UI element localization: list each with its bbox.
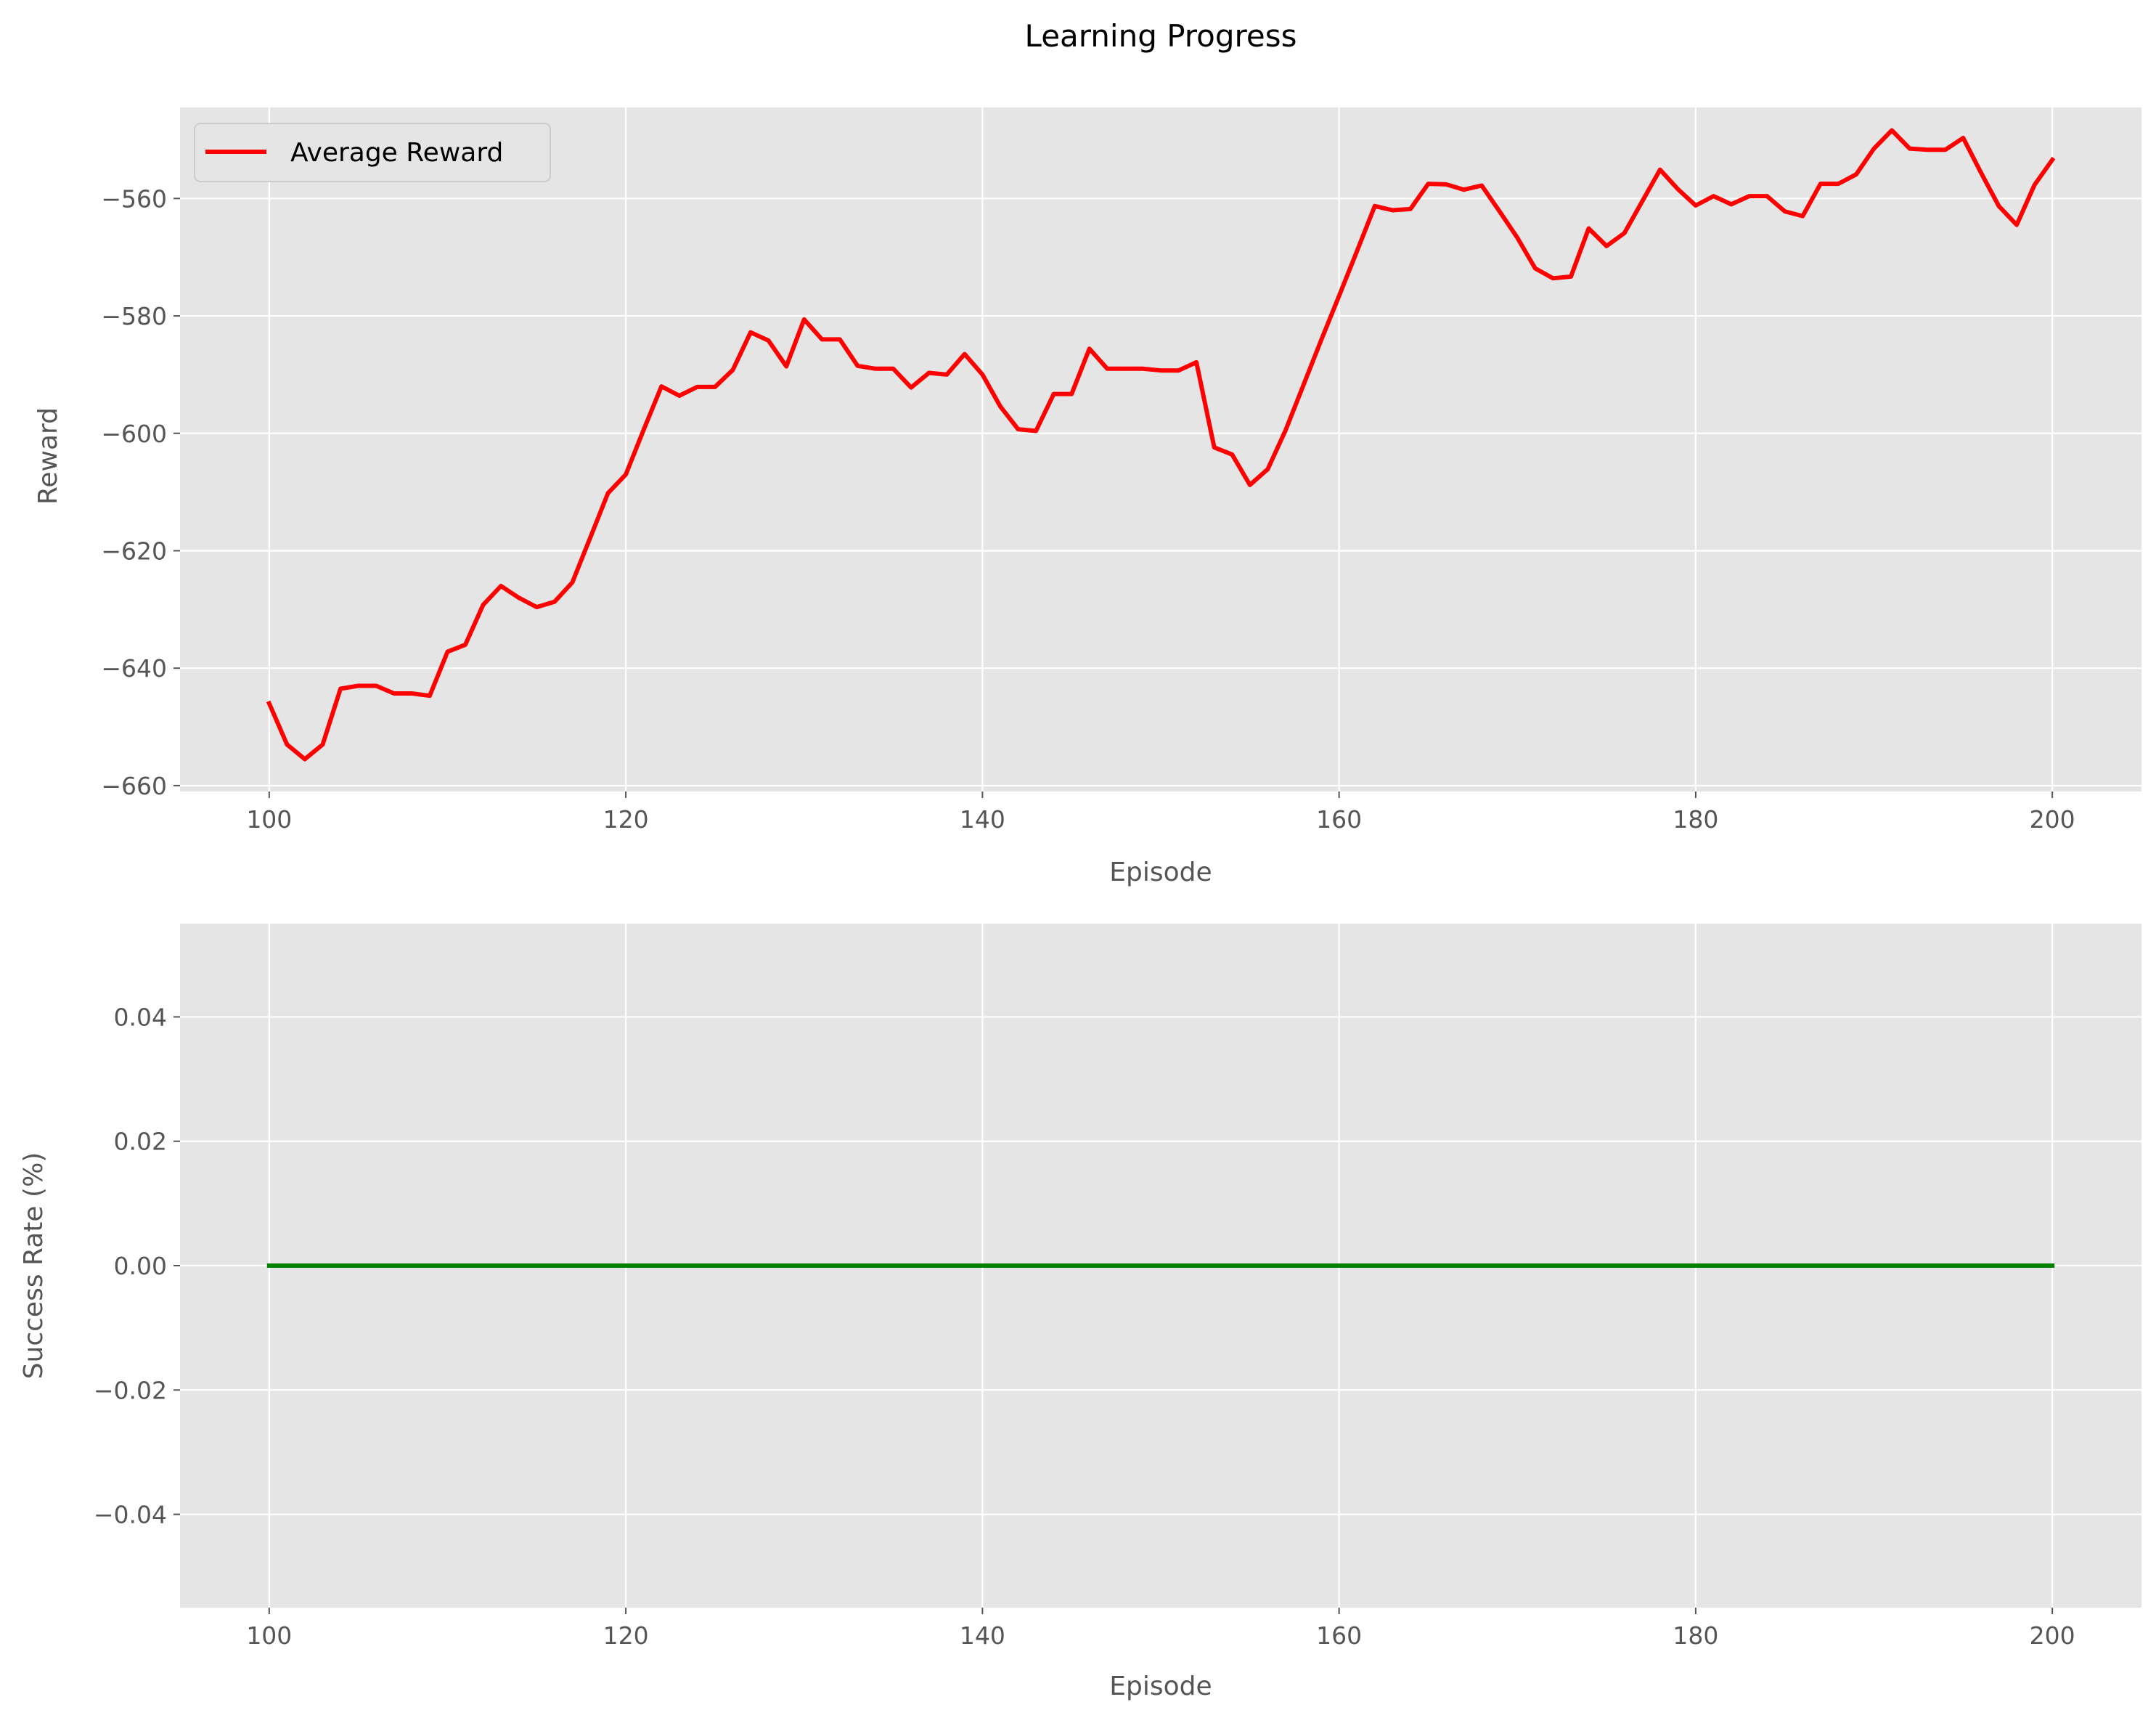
success-x-axis-label: Episode xyxy=(1109,1672,1212,1701)
reward-plot-area xyxy=(180,107,2141,791)
success-x-tick-label: 160 xyxy=(1316,1621,1362,1650)
success-x-tick-label: 180 xyxy=(1673,1621,1718,1650)
success-y-tick-label: 0.00 xyxy=(114,1252,167,1280)
legend: Average Reward xyxy=(194,123,551,182)
reward-x-tick-label: 160 xyxy=(1316,805,1362,834)
success-y-tick-label: −0.02 xyxy=(94,1376,167,1404)
reward-y-tick-label: −640 xyxy=(101,654,167,683)
legend-label-average-reward: Average Reward xyxy=(290,138,503,168)
reward-subplot: 100 120 140 160 180 200 −660−640−620−600−580−… xyxy=(33,107,2141,887)
success-y-tick-label: −0.04 xyxy=(94,1501,167,1529)
reward-y-tick-label: −660 xyxy=(101,772,167,800)
figure-title: Learning Progress xyxy=(1025,18,1297,54)
reward-x-tick-label: 120 xyxy=(603,805,649,834)
success-y-tick-label: 0.02 xyxy=(114,1128,167,1156)
reward-series-group xyxy=(266,128,2056,762)
reward-x-ticks: 100 120 140 160 180 200 xyxy=(246,791,2075,834)
reward-x-tick-label: 200 xyxy=(2030,805,2075,834)
reward-x-tick-label: 100 xyxy=(246,805,292,834)
success-x-ticks: 100 120 140 160 180 200 xyxy=(246,1608,2075,1650)
success-subplot: 100 120 140 160 180 200 −0.04 −0.02 0.00 0.02 0.0… xyxy=(19,924,2141,1701)
legend-box xyxy=(194,123,551,182)
reward-y-tick-label: −580 xyxy=(101,302,167,330)
reward-y-tick-label: −560 xyxy=(101,184,167,213)
reward-grid xyxy=(180,107,2141,791)
success-x-tick-label: 140 xyxy=(960,1621,1005,1650)
success-y-axis-label: Success Rate (%) xyxy=(19,1152,49,1380)
success-x-tick-label: 100 xyxy=(246,1621,292,1650)
reward-x-tick-label: 180 xyxy=(1673,805,1718,834)
reward-x-axis-label: Episode xyxy=(1109,858,1212,887)
reward-x-tick-label: 140 xyxy=(960,805,1005,834)
reward-series-line-average-reward xyxy=(266,128,2056,762)
success-y-tick-label: 0.04 xyxy=(114,1003,167,1031)
success-x-tick-label: 120 xyxy=(603,1621,649,1650)
success-x-tick-label: 200 xyxy=(2030,1621,2075,1650)
reward-y-ticks: −660 −640 −620 −600 −580 −560 xyxy=(101,184,180,800)
reward-y-tick-label: −620 xyxy=(101,537,167,565)
reward-y-axis-label: Reward xyxy=(33,407,63,505)
reward-y-tick-label: −600 xyxy=(101,420,167,448)
success-y-ticks: −0.04 −0.02 0.00 0.02 0.04 xyxy=(94,1003,180,1529)
